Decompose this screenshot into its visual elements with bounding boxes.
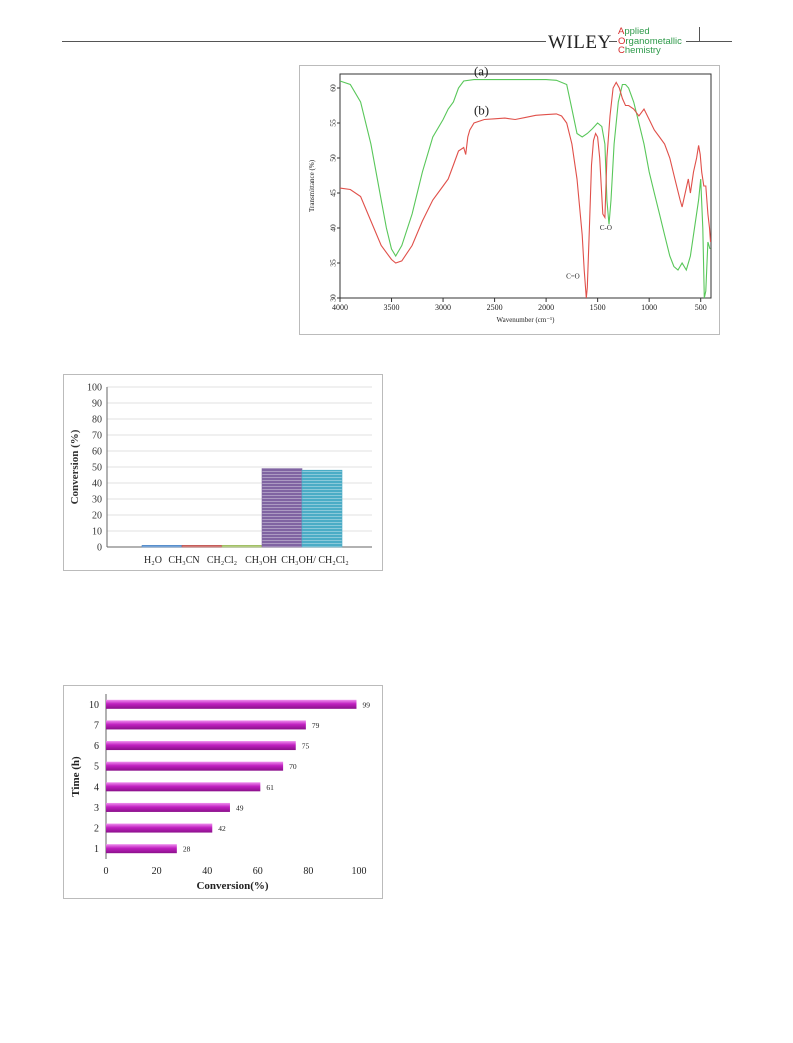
time-category-label-5h: 5	[94, 762, 99, 773]
time-bar-value-label-7h: 79	[312, 721, 320, 730]
time-bar-10h	[106, 699, 357, 709]
time-bar-3h	[106, 802, 230, 812]
solvent-y-tick-label-0: 0	[97, 543, 102, 554]
ir-x-tick-label-2000: 2000	[538, 303, 554, 312]
journal-initial-a: A	[618, 26, 625, 37]
time-y-axis-label: Time (h)	[70, 756, 82, 797]
time-bar-value-label-10h: 99	[362, 700, 370, 709]
solvent-category-label-h-o: H₂O	[144, 555, 162, 566]
ir-y-tick-label-40: 40	[329, 224, 338, 232]
time-bar-5h	[106, 761, 284, 771]
solvent-category-label-ch-oh: CH₃OH	[245, 555, 277, 566]
solvent-y-tick-label-90: 90	[92, 399, 102, 410]
solvent-category-label-ch-oh-ch-cl: CH₃OH/ CH₂Cl₂	[281, 555, 348, 566]
time-bar-value-label-5h: 70	[289, 762, 297, 771]
solvent-bar-ch-cl	[221, 545, 263, 548]
solvent-y-tick-label-20: 20	[92, 511, 102, 522]
ir-y-tick-label-30: 30	[329, 294, 338, 302]
solvent-bar-h-o	[141, 545, 183, 548]
time-category-label-6h: 6	[94, 741, 99, 752]
journal-name: Applied Organometallic Chemistry	[618, 27, 682, 56]
ir-y-tick-label-45: 45	[329, 189, 338, 197]
time-category-label-10h: 10	[89, 700, 99, 711]
time-x-tick-label-0: 0	[104, 866, 109, 877]
solvent-y-tick-label-100: 100	[87, 383, 102, 394]
ir-y-axis-label: Transmittance (%)	[308, 159, 316, 212]
ir-x-tick-label-3500: 3500	[384, 303, 400, 312]
time-bar-value-label-6h: 75	[302, 742, 310, 751]
solvent-bar-ch-cn	[181, 545, 223, 548]
time-category-label-1h: 1	[94, 844, 99, 855]
solvent-figure-panel: 0 10 20 30 40 50 60 70 80 90 100 Conversion (%) H₂O C…	[63, 374, 383, 571]
time-bar-value-label-3h: 49	[236, 803, 244, 812]
solvent-bar-ch-oh	[261, 468, 303, 548]
solvent-y-tick-label-10: 10	[92, 527, 102, 538]
time-x-tick-label-40: 40	[202, 866, 212, 877]
ir-annotation-c-o: C=O	[566, 272, 580, 280]
time-x-tick-label-20: 20	[152, 866, 162, 877]
header-tick	[699, 27, 700, 41]
solvent-y-tick-label-40: 40	[92, 479, 102, 490]
ir-series-line-b	[339, 81, 712, 299]
time-x-tick-label-80: 80	[303, 866, 313, 877]
time-x-axis-label: Conversion(%)	[196, 880, 268, 892]
time-bar-7h	[106, 720, 306, 730]
ir-chart: 4000 3500 3000 2500 2000 1500 1000 500 30 35 40 45 5…	[308, 63, 712, 324]
time-bar-6h	[106, 741, 296, 751]
solvent-bar-ch-oh-ch-cl	[301, 469, 343, 548]
header-rule-right	[686, 41, 732, 42]
ir-plot-frame	[339, 73, 712, 299]
ir-annotation-b: (b)	[474, 103, 489, 118]
ir-x-tick-label-500: 500	[695, 303, 707, 312]
time-bar-value-label-1h: 28	[183, 845, 191, 854]
journal-rest-applied: pplied	[624, 26, 650, 37]
solvent-category-label-ch-cn: CH₃CN	[168, 555, 199, 566]
ir-x-tick-label-2500: 2500	[487, 303, 503, 312]
solvent-chart: 0 10 20 30 40 50 60 70 80 90 100 Conversion (%) H₂O C…	[69, 383, 372, 566]
time-x-tick-label-100: 100	[352, 866, 367, 877]
time-category-label-3h: 3	[94, 803, 99, 814]
ir-figure-panel: 4000 3500 3000 2500 2000 1500 1000 500 30 35 40 45 5…	[299, 63, 720, 335]
publisher-logo: WILEY	[548, 32, 612, 53]
ir-x-tick-label-1500: 1500	[590, 303, 606, 312]
journal-initial-c: C	[618, 45, 625, 56]
journal-line-3: Chemistry	[618, 46, 682, 56]
solvent-y-tick-label-80: 80	[92, 415, 102, 426]
solvent-y-axis-label: Conversion (%)	[69, 429, 81, 504]
ir-y-tick-label-35: 35	[329, 259, 338, 267]
time-figure-panel: 28 1 42 2 49 3 61 4 70 5 75 6 79 7 99 10 0 20 40 60 80 100 Con…	[63, 685, 383, 899]
time-category-label-7h: 7	[94, 720, 99, 731]
time-bar-value-label-2h: 42	[218, 824, 226, 833]
solvent-y-tick-label-60: 60	[92, 447, 102, 458]
time-category-label-4h: 4	[94, 782, 99, 793]
header-rule-mid	[609, 41, 617, 42]
ir-y-tick-label-50: 50	[329, 154, 338, 162]
time-bar-1h	[106, 844, 177, 854]
time-category-label-2h: 2	[94, 824, 99, 835]
ir-x-tick-label-3000: 3000	[435, 303, 451, 312]
ir-annotation-a: (a)	[474, 66, 488, 78]
time-x-tick-label-60: 60	[253, 866, 263, 877]
ir-x-axis-label: Wavenumber (cm⁻¹)	[497, 316, 556, 324]
header-rule-left	[62, 41, 546, 42]
journal-initial-o: O	[618, 35, 626, 47]
journal-rest-organometallic: rganometallic	[625, 35, 682, 47]
time-bar-4h	[106, 782, 261, 792]
journal-line-1: Applied	[618, 27, 682, 37]
time-bar-2h	[106, 823, 213, 833]
journal-rest-chemistry: hemistry	[624, 45, 661, 56]
solvent-category-label-ch-cl: CH₂Cl₂	[207, 555, 237, 566]
time-bar-value-label-4h: 61	[266, 783, 274, 792]
solvent-y-tick-label-30: 30	[92, 495, 102, 506]
solvent-y-tick-label-50: 50	[92, 463, 102, 474]
ir-x-tick-label-1000: 1000	[641, 303, 657, 312]
ir-y-tick-label-60: 60	[329, 84, 338, 92]
ir-x-tick-label-4000: 4000	[332, 303, 348, 312]
solvent-y-tick-label-70: 70	[92, 431, 102, 442]
ir-annotation-c-o: C-O	[600, 224, 612, 232]
ir-series-line-a	[339, 79, 711, 299]
journal-line-2: Organometallic	[618, 35, 682, 47]
ir-y-tick-label-55: 55	[329, 119, 338, 127]
